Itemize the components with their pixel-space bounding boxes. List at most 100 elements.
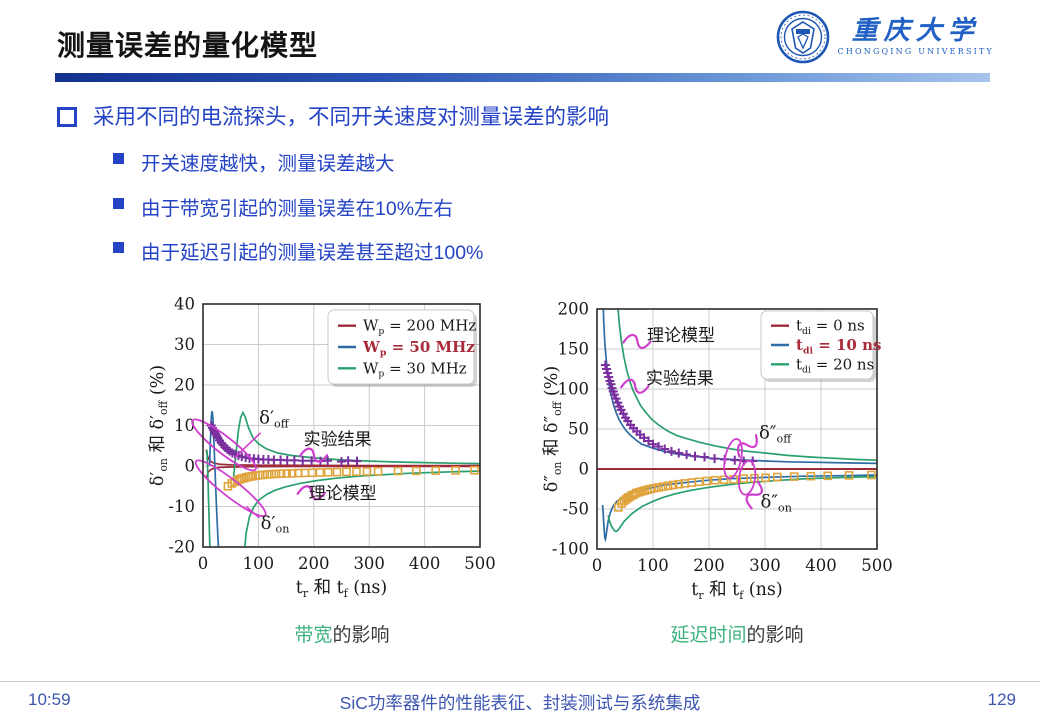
annotation-ellipse xyxy=(191,418,257,472)
annotation-squiggle xyxy=(745,480,764,510)
page-number: 129 xyxy=(987,690,1016,709)
legend-item-label: Wp = 200 MHz xyxy=(363,317,476,337)
annotation-squiggle xyxy=(296,485,327,501)
annotation-squiggle xyxy=(620,378,650,394)
annotation-label: δ″off xyxy=(759,423,792,446)
y-tick-label: 150 xyxy=(558,340,590,359)
annotation-ellipse xyxy=(737,460,757,496)
caption-delay-highlight: 延迟时间 xyxy=(670,625,747,646)
sub-bullet-3: 由于延迟引起的测量误差甚至超过100% xyxy=(113,236,483,265)
legend-item-label: tdi = 10 ns xyxy=(796,336,881,356)
sub-bullet-3-text: 由于延迟引起的测量误差甚至超过100% xyxy=(141,242,484,264)
legend-item-label: Wp = 30 MHz xyxy=(363,359,467,379)
x-tick-label: 500 xyxy=(464,554,496,573)
annotation-label: 理论模型 xyxy=(647,326,715,346)
caption-bandwidth: 带宽的影响 xyxy=(152,620,532,647)
x-tick-label: 0 xyxy=(592,556,603,575)
y-tick-label: -10 xyxy=(168,497,195,516)
university-emblem-icon xyxy=(776,10,829,64)
y-tick-label: 20 xyxy=(174,376,195,395)
y-tick-label: 0 xyxy=(185,457,196,476)
series-wp30-theory-lower xyxy=(243,470,480,547)
legend-item-label: Wp = 50 MHz xyxy=(362,338,475,358)
series-tdi20-theory-upper xyxy=(617,309,877,462)
hollow-square-bullet-icon xyxy=(57,107,77,127)
x-axis-label: tr 和 tf (ns) xyxy=(296,578,387,600)
series-delta-on-experiment xyxy=(223,465,479,491)
legend-box xyxy=(327,309,475,385)
x-tick-label: 400 xyxy=(805,556,837,575)
logo-text: 重庆大学 CHONGQING UNIVERSITY xyxy=(838,18,995,56)
sub-bullet-2: 由于带宽引起的测量误差在10%左右 xyxy=(113,192,453,221)
legend-item-label: tdi = 0 ns xyxy=(796,317,865,337)
annotation-squiggle xyxy=(622,333,652,350)
y-tick-label: 200 xyxy=(558,300,590,319)
title-divider-bar xyxy=(55,73,990,82)
logo-en-name: CHONGQING UNIVERSITY xyxy=(837,47,994,56)
series-group xyxy=(597,309,877,543)
y-tick-label: 10 xyxy=(174,416,195,435)
y-tick-label: 40 xyxy=(174,295,195,314)
annotation-label: 实验结果 xyxy=(304,430,372,450)
annotation-label: 实验结果 xyxy=(646,369,714,389)
annotation-label: 理论模型 xyxy=(309,484,377,504)
y-tick-label: 0 xyxy=(579,460,590,479)
caption-delay-rest: 的影响 xyxy=(746,625,804,646)
footer-divider xyxy=(0,681,1040,682)
series-wp30-theory-left xyxy=(206,449,211,547)
filled-square-bullet-icon xyxy=(113,198,124,209)
university-logo: 重庆大学 CHONGQING UNIVERSITY xyxy=(776,10,995,64)
bullet-main-text: 采用不同的电流探头，不同开关速度对测量误差的影响 xyxy=(93,105,610,129)
legend-box xyxy=(760,310,874,380)
annotation-squiggle xyxy=(298,447,329,463)
y-tick-label: -50 xyxy=(562,500,589,519)
annotation-leader-line xyxy=(245,505,261,519)
x-tick-label: 400 xyxy=(409,554,441,573)
legend-item-label: tdi = 20 ns xyxy=(796,355,874,375)
x-tick-label: 300 xyxy=(749,556,781,575)
series-wp30-theory-upper xyxy=(232,410,480,479)
caption-bandwidth-highlight: 带宽 xyxy=(294,625,333,646)
logo-cn-name: 重庆大学 xyxy=(851,16,980,46)
y-axis-label: δ″on 和 δ″off (%) xyxy=(542,366,564,492)
x-tick-label: 0 xyxy=(198,554,209,573)
y-tick-label: 50 xyxy=(568,420,589,439)
bandwidth-error-chart: 0 100 200 300 400 500 -20 -10 0 10 20 30 40 δ′off δ′on… xyxy=(148,295,496,600)
sub-bullet-2-text: 由于带宽引起的测量误差在10%左右 xyxy=(141,198,454,220)
annotation-ellipse xyxy=(194,459,267,518)
x-tick-label: 500 xyxy=(861,556,893,575)
x-tick-label: 300 xyxy=(353,554,385,573)
series-tdi20-theory-lower xyxy=(607,475,877,533)
bullet-main: 采用不同的电流探头，不同开关速度对测量误差的影响 xyxy=(57,100,609,131)
footer-title: SiC功率器件的性能表征、封装测试与系统集成 xyxy=(339,693,701,713)
filled-square-bullet-icon xyxy=(113,153,124,164)
series-delta2-on-experiment xyxy=(613,470,876,512)
delay-error-chart: 0 100 200 300 400 500 -100 -50 0 50 100 150 200 理论模型实… xyxy=(542,300,893,602)
annotation-ellipse xyxy=(723,438,743,480)
x-tick-label: 100 xyxy=(637,556,669,575)
x-tick-label: 100 xyxy=(243,554,275,573)
y-axis-label: δ′on 和 δ′off (%) xyxy=(148,365,170,486)
annotation-leader-line xyxy=(234,432,262,458)
filled-square-bullet-icon xyxy=(113,242,124,253)
annotation-label: δ′off xyxy=(259,407,290,430)
annotation-label: δ″on xyxy=(760,491,791,514)
y-tick-label: 30 xyxy=(174,335,195,354)
footer-time: 10:59 xyxy=(28,690,71,709)
sub-bullet-1-text: 开关速度越快，测量误差越大 xyxy=(141,153,395,175)
x-axis-label: tr 和 tf (ns) xyxy=(691,580,782,602)
y-tick-label: -20 xyxy=(168,538,195,557)
x-tick-label: 200 xyxy=(298,554,330,573)
annotation-label: δ′on xyxy=(261,513,290,536)
x-tick-label: 200 xyxy=(693,556,725,575)
caption-delay: 延迟时间的影响 xyxy=(547,620,927,647)
y-tick-label: 100 xyxy=(558,380,590,399)
plot-frame xyxy=(596,308,878,550)
caption-bandwidth-rest: 的影响 xyxy=(332,625,390,646)
y-tick-label: -100 xyxy=(552,540,589,559)
plot-frame xyxy=(202,303,481,548)
annotation-squiggle xyxy=(736,433,758,458)
sub-bullet-1: 开关速度越快，测量误差越大 xyxy=(113,147,395,176)
page-title: 测量误差的量化模型 xyxy=(57,30,319,61)
